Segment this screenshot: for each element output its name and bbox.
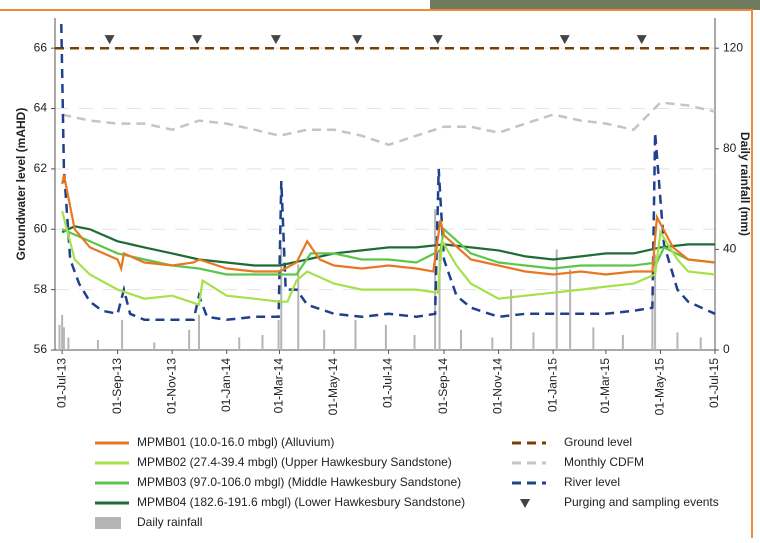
series-line (61, 210, 716, 307)
series-line (61, 227, 716, 276)
rain-bar (121, 319, 124, 350)
rain-bar (58, 324, 61, 350)
rain-bar (651, 289, 654, 350)
y2-tick-label: 120 (723, 40, 743, 54)
rain-bar (96, 339, 99, 350)
legend-label: MPMB02 (27.4-39.4 mbgl) (Upper Hawkesbur… (137, 455, 452, 469)
y-tick-label: 60 (34, 221, 48, 235)
legend-label: Daily rainfall (137, 515, 202, 529)
rain-bar (61, 314, 64, 350)
x-tick-label: 01-Sep-13 (110, 358, 124, 414)
rain-bar (188, 329, 191, 350)
y2-tick-label: 80 (723, 141, 737, 155)
rain-bar (676, 332, 679, 350)
event-marker (104, 35, 115, 45)
legend-label: MPMB04 (182.6-191.6 mbgl) (Lower Hawkesb… (137, 495, 465, 509)
rain-bar (384, 324, 387, 350)
rain-bar (323, 329, 326, 350)
x-tick-label: 01-Nov-14 (491, 358, 505, 414)
rain-bar (413, 334, 416, 350)
rain-bar (62, 327, 65, 350)
x-tick-label: 01-Nov-13 (164, 358, 178, 414)
y-tick-label: 66 (34, 40, 48, 54)
y-tick-label: 56 (34, 342, 48, 356)
photo-strip (430, 0, 760, 10)
rain-bar (280, 246, 283, 350)
y-tick-label: 58 (34, 282, 48, 296)
event-marker (192, 35, 203, 45)
x-tick-label: 01-May-14 (326, 358, 340, 416)
rain-bar (67, 337, 70, 350)
y-axis-label: Groundwater level (mAHD) (14, 108, 28, 261)
rain-bar (510, 289, 513, 350)
frame (0, 9, 753, 538)
rain-bar (621, 334, 624, 350)
y2-tick-label: 40 (723, 242, 737, 256)
rain-bar (261, 334, 264, 350)
x-tick-label: 01-May-15 (653, 358, 667, 416)
rain-bar (238, 337, 241, 350)
x-tick-label: 01-Mar-15 (598, 358, 612, 414)
legend-label: River level (564, 475, 620, 489)
rain-bar (297, 264, 300, 350)
rain-bar (699, 337, 702, 350)
event-marker (432, 35, 443, 45)
event-marker (559, 35, 570, 45)
rain-bar (592, 327, 595, 350)
event-marker (270, 35, 281, 45)
rain-bar (555, 249, 558, 350)
rain-bar (569, 269, 572, 350)
rain-bar (491, 337, 494, 350)
legend-label: MPMB01 (10.0-16.0 mbgl) (Alluvium) (137, 435, 334, 449)
series-line (60, 23, 716, 322)
x-tick-label: 01-Sep-14 (436, 358, 450, 414)
rain-bar (460, 329, 463, 350)
x-tick-label: 01-Jan-14 (219, 358, 233, 412)
y-tick-label: 64 (34, 101, 48, 115)
x-tick-label: 01-Jan-15 (545, 358, 559, 412)
y2-tick-label: 0 (723, 342, 730, 356)
legend-swatch (520, 499, 530, 508)
legend-label: Monthly CDFM (564, 455, 644, 469)
y2-axis-label: Daily rainfall (mm) (738, 132, 752, 236)
rain-bar (434, 209, 437, 350)
legend-label: Ground level (564, 435, 632, 449)
legend-label: Purging and sampling events (564, 495, 719, 509)
rain-bar (532, 332, 535, 350)
x-tick-label: 01-Jul-15 (707, 358, 721, 408)
legend-swatch (95, 517, 121, 529)
x-tick-label: 01-Mar-14 (272, 358, 286, 414)
rain-bar (438, 249, 441, 350)
series-line (61, 225, 715, 267)
series-line (61, 101, 716, 147)
rain-bar (197, 314, 200, 350)
legend-label: MPMB03 (97.0-106.0 mbgl) (Middle Hawkesb… (137, 475, 461, 489)
rain-bar (153, 342, 156, 350)
rain-bar (354, 319, 357, 350)
y-tick-label: 62 (34, 161, 48, 175)
x-tick-label: 01-Jul-14 (381, 358, 395, 408)
series-line (61, 174, 716, 276)
event-marker (352, 35, 363, 45)
rain-bar (654, 254, 657, 350)
x-tick-label: 01-Jul-13 (54, 358, 68, 408)
rain-bar (277, 319, 280, 350)
event-marker (636, 35, 647, 45)
